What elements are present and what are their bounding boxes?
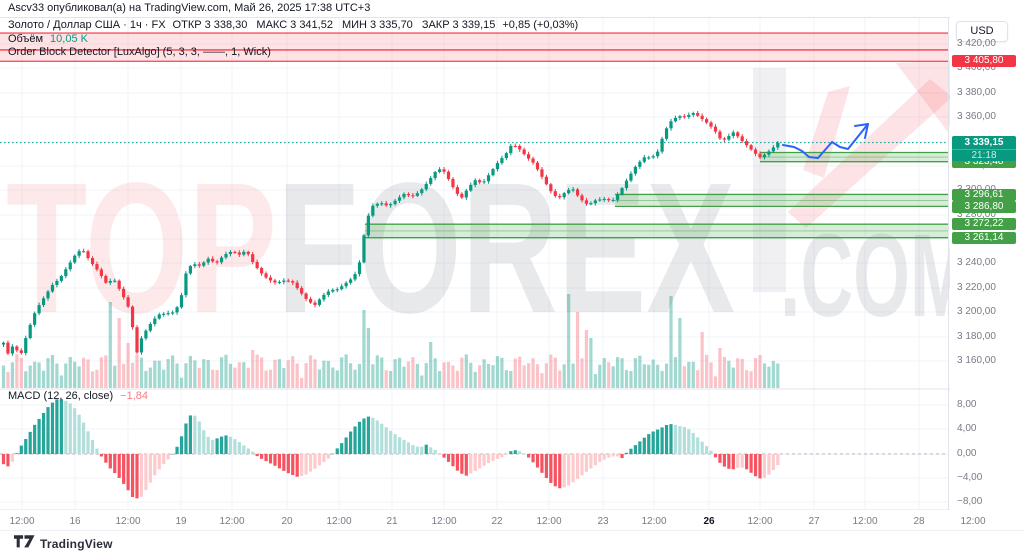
ohlc-pair: ОТКР 3 338,30 [172,19,248,31]
indicator-legend-row[interactable]: Order Block Detector [LuxAlgo] (5, 3, 3,… [8,46,271,58]
time-tick-label: 12:00 [960,516,986,527]
svg-text:TOPFOREX: TOPFOREX [6,145,735,352]
ohlc-pair: МИН 3 335,70 [341,19,413,31]
bullish-level-tag: 3 286,80 [952,200,1016,213]
ohlc-pair: ЗАКР 3 339,15 [421,19,496,31]
ohlc-values: ОТКР 3 338,30 МАКС 3 341,52 МИН 3 335,70 ЗАКР 3… [173,19,496,31]
time-tick-label: 22 [491,516,503,527]
axis-tick-label: 3 200,00 [957,306,996,317]
currency-button[interactable]: USD [956,21,1008,42]
macd-histogram [1,399,780,499]
axis-tick-label: 3 360,00 [957,111,996,122]
bullish-level-tag: 3 261,14 [952,232,1016,244]
watermark: TOPFOREX .COM [6,145,971,352]
time-tick-label: 12:00 [219,516,245,527]
time-tick-label: 26 [703,516,715,527]
volume-legend-row[interactable]: Объём 10,05 K [8,33,88,45]
time-tick-label: 12:00 [115,516,141,527]
volume-value: 10,05 K [50,33,88,45]
indicator-title: Order Block Detector [LuxAlgo] (5, 3, 3,… [8,46,271,58]
macd-value: −1,84 [120,390,148,402]
axis-tick-label: 8,00 [957,399,977,410]
time-tick-label: 21 [386,516,398,527]
tradingview-logo[interactable]: TradingView [14,535,113,553]
price-axis[interactable]: USD 3 420,003 400,003 380,003 360,003 34… [950,17,1024,530]
axis-tick-label: 3 420,00 [957,38,996,49]
axis-tick-label: 3 220,00 [957,282,996,293]
axis-tick-label: 0,00 [957,448,977,459]
axis-tick-label: 3 160,00 [957,355,996,366]
bullish-level-tag: 3 296,61 [952,188,1016,201]
time-tick-label: 12:00 [9,516,35,527]
axis-tick-label: 3 240,00 [957,257,996,268]
order-blocks [0,32,948,239]
watermark-arrow [788,60,964,228]
session-break-highlight [753,68,786,292]
time-tick-label: 28 [913,516,925,527]
last-price-tag: 3 339,15 21:18 [952,136,1016,161]
axis-tick-label: 3 400,00 [957,62,996,73]
time-tick-label: 12:00 [326,516,352,527]
candles [1,111,780,356]
symbol-title[interactable]: Золото / Доллар США · 1ч · FX [8,19,166,31]
axis-tick-label: 3 180,00 [957,331,996,342]
macd-legend-row[interactable]: MACD (12, 26, close) −1,84 [8,390,148,402]
tradingview-logo-icon [14,535,35,553]
bearish-level-tag: 3 405,80 [952,55,1016,67]
axis-tick-label: −4,00 [957,472,983,483]
bullish-level-tag: 3 272,22 [952,218,1016,230]
ohlc-pair: МАКС 3 341,52 [256,19,333,31]
time-tick-label: 12:00 [852,516,878,527]
symbol-legend-row[interactable]: Золото / Доллар США · 1ч · FX ОТКР 3 338,… [8,19,578,31]
axis-tick-label: −8,00 [957,496,983,507]
macd-title: MACD (12, 26, close) [8,390,114,402]
time-tick-label: 16 [69,516,81,527]
publish-bar: Ascv33 опубликовал(а) на TradingView.com… [8,2,370,14]
volume-bars [1,294,780,388]
axis-tick-label: 3 380,00 [957,87,996,98]
axis-tick-label: 3 280,00 [957,209,996,220]
change-value: +0,85 (+0,03%) [502,19,579,31]
volume-label: Объём [8,33,44,45]
time-axis[interactable]: 12:00 16 12:00 19 12:00 20 12:00 21 12:00 22 12:00… [0,510,1024,530]
time-tick-label: 27 [808,516,820,527]
tradingview-logo-text: TradingView [40,537,113,551]
time-tick-label: 23 [597,516,609,527]
time-tick-label: 19 [175,516,187,527]
time-tick-label: 20 [281,516,293,527]
time-tick-label: 12:00 [747,516,773,527]
axis-tick-label: 4,00 [957,423,977,434]
publish-text: Ascv33 опубликовал(а) на TradingView.com… [8,2,371,14]
time-tick-label: 12:00 [536,516,562,527]
grid-lines [0,17,948,510]
time-tick-label: 12:00 [641,516,667,527]
projection-arrow [782,123,869,159]
time-tick-label: 12:00 [431,516,457,527]
